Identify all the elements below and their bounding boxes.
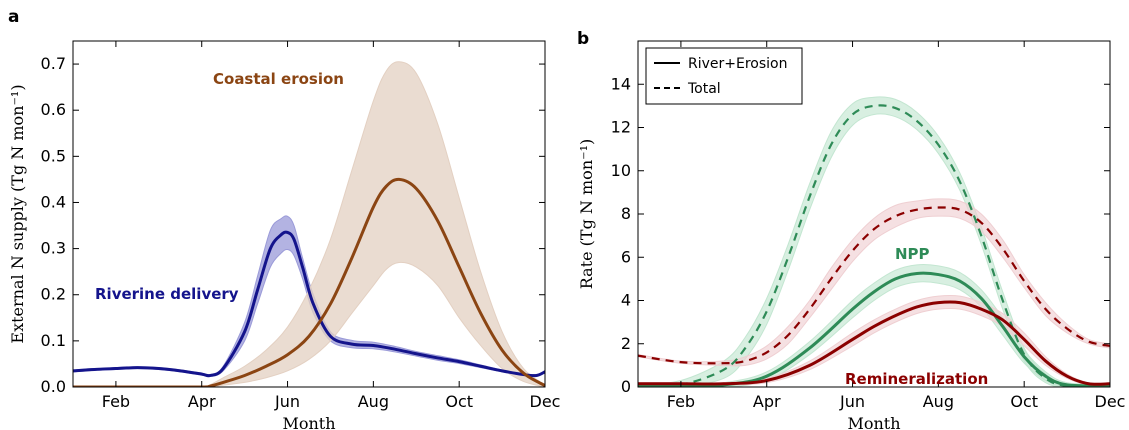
- panel-a-x-axis-label: Month: [282, 414, 335, 430]
- y-tick-label: 0.0: [41, 377, 66, 396]
- x-tick-label: Aug: [923, 392, 954, 411]
- panel-b: b Feb Apr Jun Aug Oct Dec 0 2 4 6 8 10 12 14 Month Ra…: [577, 29, 1125, 430]
- panel-b-lines: [638, 104, 1110, 387]
- remineralization-solid-line: [638, 300, 1110, 386]
- x-tick-label: Apr: [753, 392, 781, 411]
- y-tick-label: 0.6: [41, 100, 66, 119]
- x-tick-label: Dec: [1095, 392, 1126, 411]
- annotation-npp: NPP: [895, 245, 930, 263]
- y-tick-label: 0.3: [41, 239, 66, 258]
- annotation-remineralization: Remineralization: [845, 370, 988, 388]
- panel-a-frame: [72, 40, 546, 388]
- x-tick-label: Aug: [358, 392, 389, 411]
- remineralization-dashed-line: [638, 206, 1110, 365]
- y-tick-label: 0.4: [41, 192, 66, 211]
- y-tick-label: 10: [611, 161, 631, 180]
- panel-b-letter: b: [577, 29, 589, 49]
- remineralization-solid-band: [638, 294, 1110, 386]
- y-tick-label: 8: [621, 204, 631, 223]
- y-tick-label: 2: [621, 334, 631, 353]
- y-tick-label: 12: [611, 118, 631, 137]
- x-tick-label: Feb: [667, 392, 695, 411]
- x-tick-label: Oct: [445, 392, 473, 411]
- panel-a-letter: a: [8, 7, 19, 27]
- x-tick-label: Dec: [530, 392, 561, 411]
- panel-b-ticks: Feb Apr Jun Aug Oct Dec 0 2 4 6 8 10 12 14: [611, 41, 1126, 411]
- remineralization-dashed-band: [638, 198, 1110, 367]
- y-tick-label: 0.7: [41, 54, 66, 73]
- legend-box: [645, 47, 803, 105]
- y-tick-label: 0.1: [41, 331, 66, 350]
- npp-dashed-line: [638, 104, 1110, 387]
- legend-label-total: Total: [687, 81, 721, 97]
- legend-label-river-erosion: River+Erosion: [688, 56, 787, 72]
- legend: River+Erosion Total: [645, 47, 803, 105]
- x-tick-label: Jun: [274, 392, 300, 411]
- y-tick-label: 0: [621, 377, 631, 396]
- panel-a-ticks: Feb Apr Jun Aug Oct Dec 0.0 0.1 0.2 0.3 0.4 0.5 0.6 0…: [41, 41, 561, 411]
- annotation-coastal-erosion: Coastal erosion: [213, 70, 344, 88]
- panel-a-y-axis-label: External N supply (Tg N mon⁻¹): [8, 84, 27, 343]
- x-tick-label: Jun: [839, 392, 865, 411]
- panel-b-x-axis-label: Month: [847, 414, 900, 430]
- y-tick-label: 4: [621, 291, 631, 310]
- x-tick-label: Feb: [102, 392, 130, 411]
- x-tick-label: Apr: [188, 392, 216, 411]
- panel-a: a Feb Apr Jun Aug Oct Dec 0.0 0.1 0.2 0.3 0.4 0.5 0.…: [8, 7, 560, 430]
- panel-b-y-axis-label: Rate (Tg N mon⁻¹): [577, 139, 596, 289]
- y-tick-label: 14: [611, 74, 631, 93]
- y-tick-label: 6: [621, 247, 631, 266]
- npp-solid-band: [638, 264, 1110, 387]
- x-tick-label: Oct: [1010, 392, 1038, 411]
- panel-b-bands: [638, 96, 1110, 387]
- annotation-riverine-delivery: Riverine delivery: [95, 285, 239, 303]
- y-tick-label: 0.2: [41, 285, 66, 304]
- y-tick-label: 0.5: [41, 146, 66, 165]
- riverine-delivery-solid-line: [73, 230, 545, 378]
- npp-dashed-band: [638, 96, 1110, 387]
